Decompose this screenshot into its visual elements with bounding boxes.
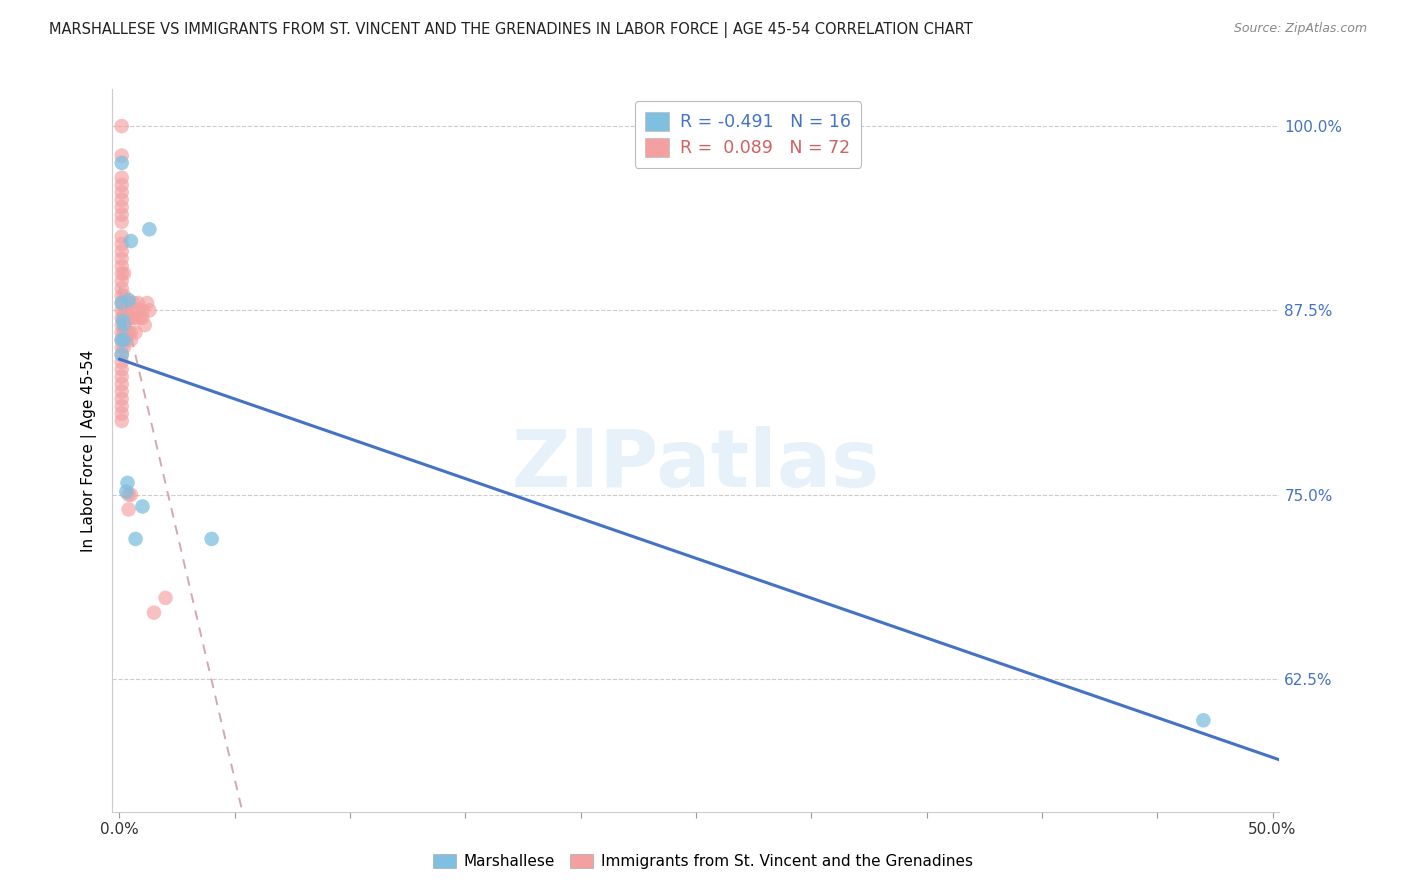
Y-axis label: In Labor Force | Age 45-54: In Labor Force | Age 45-54 bbox=[80, 350, 97, 551]
Point bbox=[111, 281, 134, 295]
Point bbox=[111, 156, 134, 170]
Point bbox=[117, 293, 139, 307]
Point bbox=[127, 296, 149, 310]
Text: MARSHALLESE VS IMMIGRANTS FROM ST. VINCENT AND THE GRENADINES IN LABOR FORCE | A: MARSHALLESE VS IMMIGRANTS FROM ST. VINCE… bbox=[49, 22, 973, 38]
Text: Source: ZipAtlas.com: Source: ZipAtlas.com bbox=[1233, 22, 1367, 36]
Point bbox=[134, 318, 156, 332]
Point bbox=[124, 310, 146, 325]
Point bbox=[112, 340, 135, 354]
Point bbox=[115, 310, 138, 325]
Point bbox=[111, 119, 134, 133]
Point bbox=[111, 267, 134, 281]
Point bbox=[117, 488, 139, 502]
Point bbox=[111, 392, 134, 406]
Legend: R = -0.491   N = 16, R =  0.089   N = 72: R = -0.491 N = 16, R = 0.089 N = 72 bbox=[634, 102, 862, 168]
Point bbox=[155, 591, 177, 605]
Point bbox=[112, 333, 135, 347]
Point bbox=[115, 303, 138, 318]
Point bbox=[111, 377, 134, 392]
Point bbox=[111, 148, 134, 162]
Point bbox=[111, 407, 134, 421]
Point bbox=[138, 303, 160, 318]
Point bbox=[111, 229, 134, 244]
Point bbox=[127, 303, 149, 318]
Point bbox=[115, 484, 138, 499]
Point bbox=[111, 326, 134, 340]
Point bbox=[124, 532, 146, 546]
Point bbox=[122, 310, 145, 325]
Point bbox=[111, 193, 134, 207]
Point bbox=[111, 310, 134, 325]
Point bbox=[111, 355, 134, 369]
Point bbox=[111, 178, 134, 192]
Point bbox=[111, 252, 134, 266]
Point bbox=[136, 296, 159, 310]
Point bbox=[111, 318, 134, 332]
Point bbox=[111, 348, 134, 362]
Legend: Marshallese, Immigrants from St. Vincent and the Grenadines: Marshallese, Immigrants from St. Vincent… bbox=[427, 847, 979, 875]
Point bbox=[111, 274, 134, 288]
Point bbox=[111, 414, 134, 428]
Point bbox=[120, 333, 142, 347]
Point bbox=[122, 296, 145, 310]
Point bbox=[131, 310, 153, 325]
Point bbox=[111, 215, 134, 229]
Point bbox=[111, 296, 134, 310]
Text: ZIPatlas: ZIPatlas bbox=[512, 425, 880, 504]
Point bbox=[112, 333, 135, 347]
Point bbox=[115, 296, 138, 310]
Point bbox=[111, 296, 134, 310]
Point bbox=[111, 288, 134, 302]
Point bbox=[111, 314, 134, 328]
Point bbox=[117, 326, 139, 340]
Point bbox=[112, 296, 135, 310]
Point bbox=[120, 326, 142, 340]
Point bbox=[131, 303, 153, 318]
Point bbox=[111, 303, 134, 318]
Point bbox=[111, 259, 134, 273]
Point bbox=[1192, 714, 1215, 728]
Point bbox=[115, 326, 138, 340]
Point bbox=[111, 369, 134, 384]
Point bbox=[111, 340, 134, 354]
Point bbox=[143, 606, 166, 620]
Point bbox=[120, 310, 142, 325]
Point bbox=[111, 348, 134, 362]
Point bbox=[120, 234, 142, 248]
Point bbox=[112, 310, 135, 325]
Point bbox=[201, 532, 224, 546]
Point bbox=[117, 502, 139, 516]
Point bbox=[120, 488, 142, 502]
Point bbox=[111, 170, 134, 185]
Point bbox=[111, 186, 134, 200]
Point bbox=[112, 303, 135, 318]
Point bbox=[117, 310, 139, 325]
Point bbox=[111, 384, 134, 399]
Point bbox=[111, 362, 134, 376]
Point bbox=[111, 333, 134, 347]
Point bbox=[117, 475, 139, 490]
Point bbox=[112, 267, 135, 281]
Point bbox=[138, 222, 160, 236]
Point bbox=[115, 333, 138, 347]
Point bbox=[111, 237, 134, 252]
Point bbox=[131, 500, 153, 514]
Point bbox=[111, 399, 134, 413]
Point bbox=[111, 244, 134, 259]
Point bbox=[111, 200, 134, 214]
Point bbox=[111, 333, 134, 347]
Point bbox=[129, 310, 152, 325]
Point bbox=[111, 208, 134, 222]
Point bbox=[112, 318, 135, 332]
Point bbox=[112, 318, 135, 332]
Point bbox=[112, 326, 135, 340]
Point bbox=[112, 288, 135, 302]
Point bbox=[124, 326, 146, 340]
Point bbox=[117, 296, 139, 310]
